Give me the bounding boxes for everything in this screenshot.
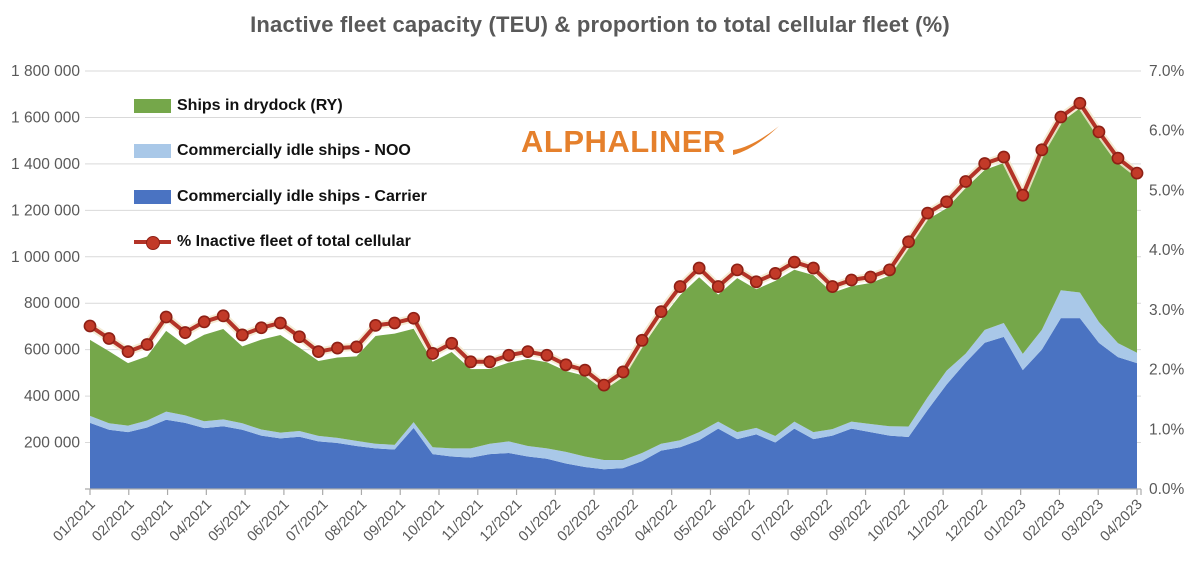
svg-text:3.0%: 3.0% bbox=[1149, 302, 1185, 319]
area-carrier bbox=[90, 318, 1137, 489]
svg-text:200 000: 200 000 bbox=[24, 435, 80, 452]
x-axis bbox=[85, 488, 1142, 495]
left-axis-labels: 1 800 000 1 600 000 1 400 000 1 200 000 1 00… bbox=[11, 63, 80, 452]
svg-text:02/2022: 02/2022 bbox=[555, 497, 603, 545]
right-axis-labels: 7.0% 6.0% 5.0% 4.0% 3.0% 2.0% 1.0% 0.0% bbox=[1149, 63, 1185, 498]
svg-text:06/2022: 06/2022 bbox=[710, 497, 758, 545]
svg-text:02/2023: 02/2023 bbox=[1020, 497, 1068, 545]
svg-text:2.0%: 2.0% bbox=[1149, 362, 1185, 379]
area-drydock bbox=[90, 108, 1137, 460]
svg-text:600 000: 600 000 bbox=[24, 342, 80, 359]
x-axis-labels: 01/202102/202103/202104/202105/202106/20… bbox=[50, 497, 1145, 545]
svg-text:1 200 000: 1 200 000 bbox=[11, 202, 80, 219]
svg-text:0.0%: 0.0% bbox=[1149, 481, 1185, 498]
svg-text:03/2023: 03/2023 bbox=[1059, 497, 1107, 545]
svg-text:02/2021: 02/2021 bbox=[89, 497, 137, 545]
svg-text:08/2022: 08/2022 bbox=[787, 497, 835, 545]
svg-text:07/2022: 07/2022 bbox=[748, 497, 796, 545]
svg-text:10/2021: 10/2021 bbox=[399, 497, 447, 545]
svg-text:01/2023: 01/2023 bbox=[981, 497, 1029, 545]
svg-text:04/2022: 04/2022 bbox=[632, 497, 680, 545]
svg-text:09/2021: 09/2021 bbox=[361, 497, 409, 545]
svg-text:5.0%: 5.0% bbox=[1149, 182, 1185, 199]
chart-title: Inactive fleet capacity (TEU) & proporti… bbox=[250, 12, 950, 37]
svg-text:06/2021: 06/2021 bbox=[244, 497, 292, 545]
svg-text:800 000: 800 000 bbox=[24, 295, 80, 312]
svg-text:400 000: 400 000 bbox=[24, 388, 80, 405]
svg-text:05/2021: 05/2021 bbox=[206, 497, 254, 545]
svg-text:10/2022: 10/2022 bbox=[865, 497, 913, 545]
alphaliner-logo: ALPHALINER bbox=[521, 124, 782, 158]
svg-text:04/2021: 04/2021 bbox=[167, 497, 215, 545]
svg-text:04/2023: 04/2023 bbox=[1097, 497, 1145, 545]
svg-text:07/2021: 07/2021 bbox=[283, 497, 331, 545]
svg-text:12/2022: 12/2022 bbox=[942, 497, 990, 545]
svg-text:1 600 000: 1 600 000 bbox=[11, 109, 80, 126]
svg-text:1.0%: 1.0% bbox=[1149, 421, 1185, 438]
svg-text:01/2022: 01/2022 bbox=[516, 497, 564, 545]
svg-text:6.0%: 6.0% bbox=[1149, 123, 1185, 140]
svg-text:1 800 000: 1 800 000 bbox=[11, 63, 80, 80]
svg-text:08/2021: 08/2021 bbox=[322, 497, 370, 545]
pct-line-markers bbox=[83, 96, 1144, 392]
svg-text:1 400 000: 1 400 000 bbox=[11, 156, 80, 173]
svg-text:12/2021: 12/2021 bbox=[477, 497, 525, 545]
svg-text:1 000 000: 1 000 000 bbox=[11, 249, 80, 266]
alphaliner-swoosh-icon bbox=[732, 126, 779, 155]
svg-text:09/2022: 09/2022 bbox=[826, 497, 874, 545]
svg-text:03/2021: 03/2021 bbox=[128, 497, 176, 545]
svg-text:03/2022: 03/2022 bbox=[593, 497, 641, 545]
alphaliner-logo-text: ALPHALINER bbox=[521, 123, 726, 159]
svg-text:4.0%: 4.0% bbox=[1149, 242, 1185, 259]
svg-text:01/2021: 01/2021 bbox=[50, 497, 98, 545]
svg-text:7.0%: 7.0% bbox=[1149, 63, 1185, 80]
svg-text:05/2022: 05/2022 bbox=[671, 497, 719, 545]
